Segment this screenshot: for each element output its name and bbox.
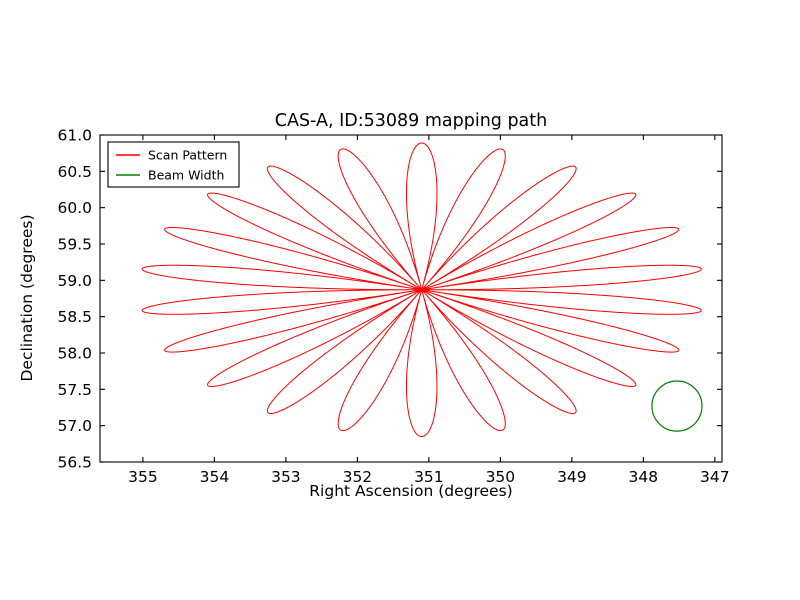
x-tick-label: 353	[271, 468, 301, 486]
y-tick-label: 56.5	[57, 454, 92, 472]
y-tick-label: 61.0	[57, 127, 92, 145]
x-tick-label: 352	[343, 468, 373, 486]
legend-entry-beam-width[interactable]: Beam Width	[116, 168, 224, 183]
y-tick-label: 59.5	[57, 236, 92, 254]
x-tick-label: 351	[414, 468, 444, 486]
y-tick-label: 57.0	[57, 417, 92, 435]
y-tick-label: 58.5	[57, 308, 92, 326]
scan-pattern-series	[141, 142, 702, 438]
x-tick-label: 348	[629, 468, 659, 486]
x-tick-label: 349	[557, 468, 587, 486]
y-tick-label: 58.0	[57, 345, 92, 363]
chart-title: CAS-A, ID:53089 mapping path	[275, 111, 548, 131]
scan-pattern-path	[141, 142, 702, 438]
legend-label-scan-pattern: Scan Pattern	[148, 148, 227, 163]
chart-legend[interactable]: Scan Pattern Beam Width	[107, 141, 240, 188]
legend-entry-scan-pattern[interactable]: Scan Pattern	[116, 148, 227, 163]
y-axis-label: Declination (degrees)	[18, 214, 36, 381]
beam-width-circle	[651, 380, 703, 432]
x-axis-ticks: 355 354 353 352 351 350 349 348 347	[128, 135, 730, 486]
y-tick-label: 60.5	[57, 163, 92, 181]
x-tick-label: 355	[128, 468, 158, 486]
plot-frame	[99, 134, 723, 463]
y-tick-label: 59.0	[57, 272, 92, 290]
y-tick-label: 57.5	[57, 381, 92, 399]
legend-box	[107, 141, 240, 188]
beam-width-series	[651, 380, 703, 432]
x-tick-label: 350	[486, 468, 516, 486]
y-axis-ticks: 56.5 57.0 57.5 58.0 58.5 59.0 59.5 60.0 60.5 61.0	[57, 127, 722, 472]
x-tick-label: 354	[200, 468, 230, 486]
y-tick-label: 60.0	[57, 199, 92, 217]
x-axis-label: Right Ascension (degrees)	[309, 482, 512, 500]
legend-label-beam-width: Beam Width	[148, 168, 224, 183]
x-tick-label: 347	[700, 468, 730, 486]
